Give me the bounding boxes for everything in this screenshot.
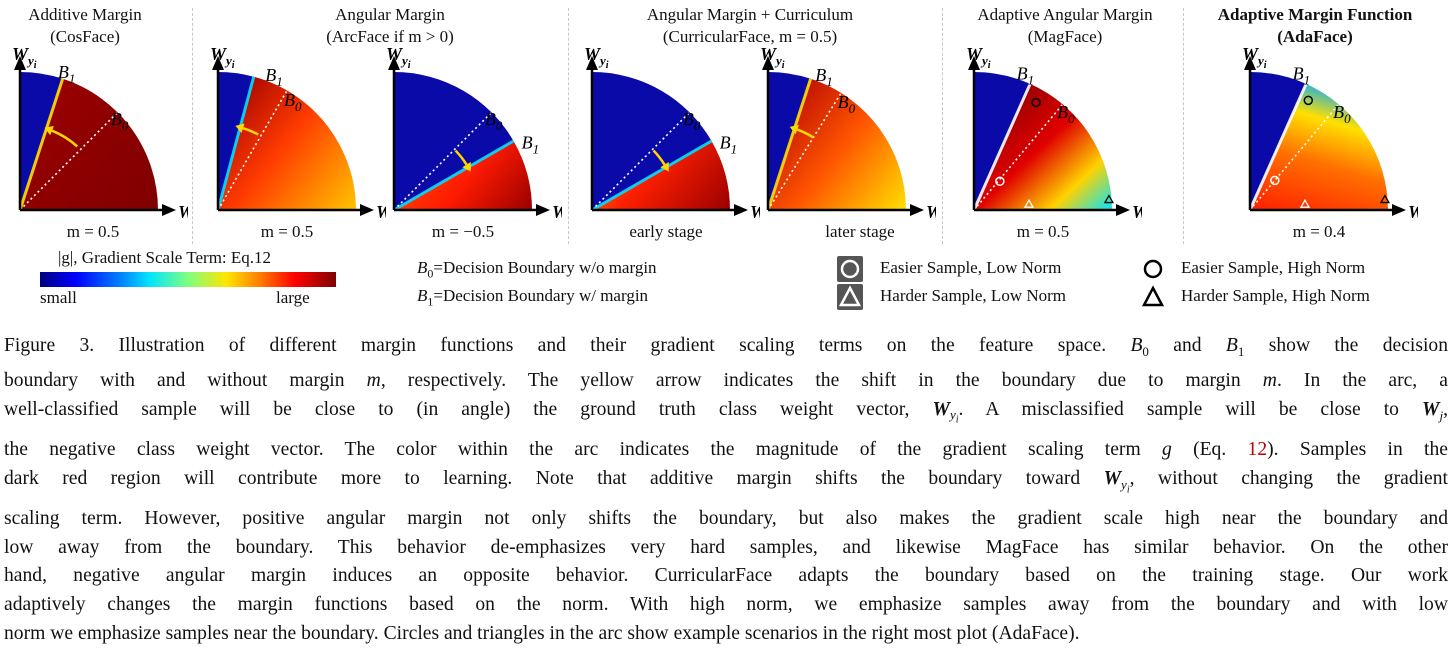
separator	[942, 8, 943, 244]
plot-magface: WyiWjB0B1	[966, 44, 1142, 224]
label-arcface-positive: m = 0.5	[260, 222, 314, 241]
legend-harder-low: Harder Sample, Low Norm	[880, 286, 1067, 305]
legend-circle-high-icon	[1140, 256, 1166, 287]
legend-circle-low-icon	[837, 256, 863, 282]
svg-text:B1: B1	[522, 132, 540, 156]
separator	[1183, 8, 1184, 244]
b0-definition: B0=Decision Boundary w/o margin	[417, 258, 657, 281]
svg-text:Wj: Wj	[376, 202, 386, 224]
separator	[568, 8, 569, 244]
plot-curricular-early: WyiWjB0B1	[584, 44, 760, 224]
plot-arcface-positive: WyiWjB0B1	[210, 44, 386, 224]
legend-easier-low: Easier Sample, Low Norm	[880, 258, 1062, 277]
title-cosface: Additive Margin (CosFace)	[28, 5, 142, 46]
legend-triangle-high-icon	[1140, 284, 1166, 315]
plot-adaface: WyiWjB0B1	[1242, 44, 1418, 224]
svg-text:B1: B1	[720, 132, 738, 156]
svg-text:Wj: Wj	[1132, 202, 1142, 224]
colorbar	[40, 272, 336, 287]
label-early-stage: early stage	[629, 222, 703, 241]
plot-curricular-later: WyiWjB0B1	[760, 44, 936, 224]
figure-caption: Figure 3. Illustration of different marg…	[4, 335, 1449, 645]
svg-text:Wj: Wj	[178, 202, 188, 224]
label-cosface: m = 0.5	[66, 222, 120, 241]
label-adaface: m = 0.4	[1292, 222, 1346, 241]
svg-text:Wj: Wj	[1408, 202, 1418, 224]
plot-arcface-negative: WyiWjB0B1	[386, 44, 562, 224]
legend-harder-high: Harder Sample, High Norm	[1181, 286, 1370, 305]
title-adaface: Adaptive Margin Function (AdaFace)	[1217, 5, 1413, 46]
figure-3: Additive Margin (CosFace) Angular Margin(…	[12, 5, 1418, 315]
b1-definition: B1=Decision Boundary w/ margin	[417, 286, 649, 309]
title-curricularface: Angular Margin + Curriculum (CurricularFa…	[646, 5, 854, 46]
label-arcface-negative: m = −0.5	[431, 222, 495, 241]
label-magface: m = 0.5	[1016, 222, 1070, 241]
svg-text:Wj: Wj	[926, 202, 936, 224]
separator	[192, 8, 193, 244]
svg-text:Wj: Wj	[552, 202, 562, 224]
svg-text:Wj: Wj	[750, 202, 760, 224]
colorbar-large-label: large	[276, 288, 310, 307]
title-arcface: Angular Margin (ArcFace if m > 0)	[326, 5, 454, 46]
legend-easier-high: Easier Sample, High Norm	[1181, 258, 1366, 277]
colorbar-title: |g|, Gradient Scale Term: Eq.12	[58, 248, 272, 267]
colorbar-small-label: small	[40, 288, 77, 307]
label-later-stage: later stage	[825, 222, 895, 241]
legend-triangle-low-icon	[837, 284, 863, 310]
plot-cosface: WyiWjB0B1	[12, 44, 188, 224]
title-magface: Adaptive Angular Margin (MagFace)	[977, 5, 1153, 46]
